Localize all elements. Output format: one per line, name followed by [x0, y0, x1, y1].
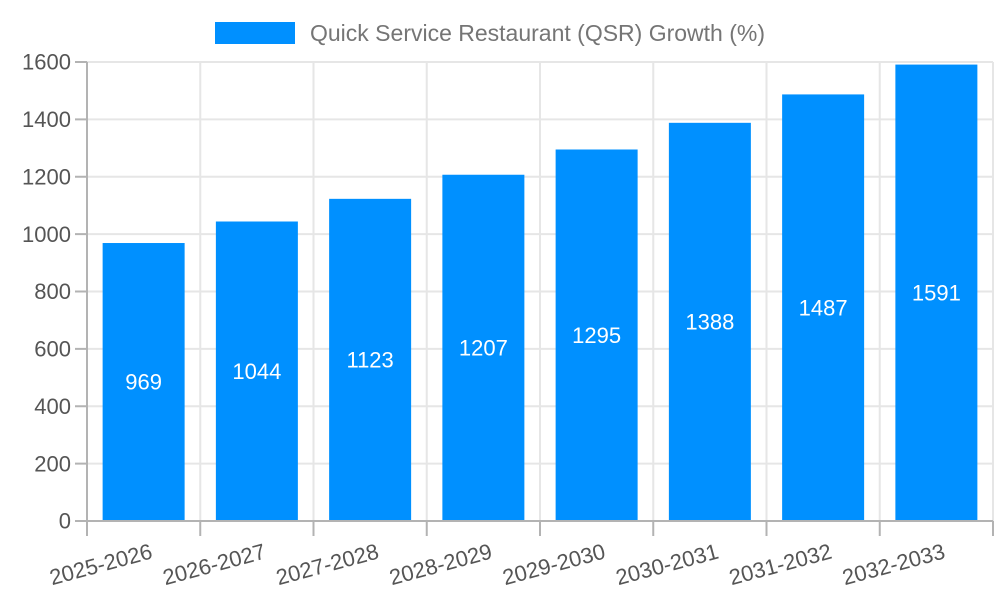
x-axis-tick-label: 2027-2028 — [273, 539, 381, 590]
y-axis-tick-label: 200 — [34, 451, 71, 476]
bar[interactable] — [215, 221, 298, 521]
bar-value-label: 969 — [125, 370, 162, 395]
bar[interactable] — [442, 174, 525, 521]
y-axis-tick-label: 0 — [59, 509, 71, 534]
x-axis-tick-label: 2031-2032 — [726, 539, 834, 590]
chart-legend[interactable]: Quick Service Restaurant (QSR) Growth (%… — [215, 21, 765, 45]
y-axis-tick-label: 400 — [34, 394, 71, 419]
bar[interactable] — [329, 198, 412, 522]
bar[interactable] — [102, 243, 185, 521]
y-axis-tick-label: 1600 — [22, 50, 71, 75]
x-axis-tick-label: 2030-2031 — [613, 539, 721, 590]
bar-value-label: 1295 — [572, 323, 621, 348]
bar-value-label: 1123 — [346, 348, 393, 373]
x-axis-tick-label: 2029-2030 — [500, 539, 608, 590]
x-axis-tick-label: 2032-2033 — [840, 539, 948, 590]
y-axis-tick-label: 600 — [34, 337, 71, 362]
y-axis-tick-label: 800 — [34, 279, 71, 304]
bar[interactable] — [668, 122, 751, 521]
y-axis-tick-label: 1200 — [22, 164, 71, 189]
bar-value-label: 1388 — [685, 310, 734, 335]
bar-value-label: 1044 — [232, 359, 281, 384]
bar-value-label: 1487 — [799, 295, 848, 320]
legend-label: Quick Service Restaurant (QSR) Growth (%… — [310, 20, 766, 46]
legend-color-swatch — [215, 22, 295, 44]
bar-value-label: 1591 — [912, 280, 961, 305]
bar[interactable] — [782, 94, 865, 522]
x-axis-tick-label: 2025-2026 — [47, 539, 155, 590]
y-axis-tick-label: 1000 — [22, 222, 71, 247]
y-axis-tick-label: 1400 — [22, 107, 71, 132]
bar[interactable] — [895, 64, 978, 521]
bar[interactable] — [555, 149, 638, 521]
x-axis-tick-label: 2026-2027 — [160, 539, 268, 590]
x-axis-tick-label: 2028-2029 — [387, 539, 495, 590]
bar-value-label: 1207 — [459, 336, 508, 361]
